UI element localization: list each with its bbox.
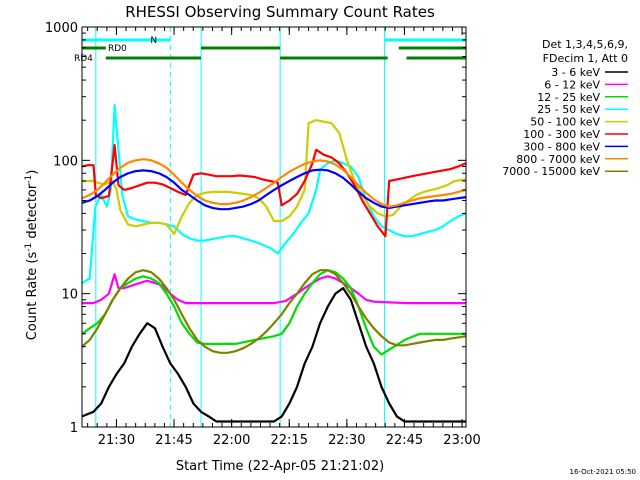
legend-entry-label: 6 - 12 keV <box>544 78 600 91</box>
series-line <box>81 144 467 238</box>
legend-entry-label: 25 - 50 keV <box>537 103 600 116</box>
plot-frame <box>81 26 467 428</box>
legend-entry-label: 800 - 7000 keV <box>516 153 600 166</box>
y-tick-label: 100 <box>53 154 78 169</box>
legend: Det 1,3,4,5,6,9, FDecim 1, Att 0 3 - 6 k… <box>502 38 628 178</box>
legend-header-line: Det 1,3,4,5,6,9, <box>542 38 628 51</box>
legend-entry-label: 300 - 800 keV <box>523 140 600 153</box>
y-tick-label: 1000 <box>45 21 78 36</box>
series-line <box>82 119 467 236</box>
x-axis-label: Start Time (22-Apr-05 21:21:02) <box>176 459 384 474</box>
x-tick-label: 22:00 <box>213 433 250 448</box>
series-line <box>82 273 466 305</box>
segment-label: N <box>150 36 157 46</box>
x-tick-label: 21:30 <box>98 433 135 448</box>
chart-title: RHESSI Observing Summary Count Rates <box>125 3 435 21</box>
legend-entry-label: 12 - 25 keV <box>537 91 600 104</box>
legend-header-line: FDecim 1, Att 0 <box>543 52 628 65</box>
y-axis-label: Count Rate (s-1 detector-1) <box>24 170 40 341</box>
x-tick-label: 23:00 <box>443 433 480 448</box>
y-tick-label: 1 <box>70 421 78 436</box>
y-axis-label-sup: -1 <box>24 243 34 252</box>
legend-entry-label: 7000 - 15000 keV <box>502 165 600 178</box>
legend-entry-label: 50 - 100 keV <box>530 116 600 129</box>
series-line <box>81 103 467 285</box>
legend-entry-label: 3 - 6 keV <box>551 66 600 79</box>
y-axis-label-sup: -1 <box>24 175 34 184</box>
series-line <box>81 269 467 354</box>
series-line <box>81 269 466 356</box>
x-tick-label: 21:45 <box>155 433 192 448</box>
x-tick-label: 22:30 <box>328 433 365 448</box>
y-axis-label-part: Count Rate (s <box>25 252 40 341</box>
series-line <box>81 287 466 423</box>
y-tick-label: 10 <box>61 288 78 303</box>
segment-label: RD0 <box>108 44 127 54</box>
y-axis-label-part: detector <box>25 183 40 243</box>
x-tick-label: 22:15 <box>271 433 308 448</box>
legend-entry-label: 100 - 300 keV <box>523 128 600 141</box>
segment-label: RD4 <box>74 54 93 64</box>
y-axis: 1 10 100 1000 <box>45 21 466 436</box>
x-tick-label: 22:45 <box>386 433 423 448</box>
plot-border <box>81 26 467 428</box>
series-line <box>81 168 467 211</box>
x-axis: 21:30 21:45 22:00 22:15 22:30 22:45 23:00 <box>87 27 481 448</box>
plot-area: N RD0 RD4 <box>74 27 467 427</box>
y-axis-label-part: ) <box>25 170 40 175</box>
series-line <box>81 158 467 208</box>
timestamp: 16-Oct-2021 05:50 <box>570 468 636 476</box>
